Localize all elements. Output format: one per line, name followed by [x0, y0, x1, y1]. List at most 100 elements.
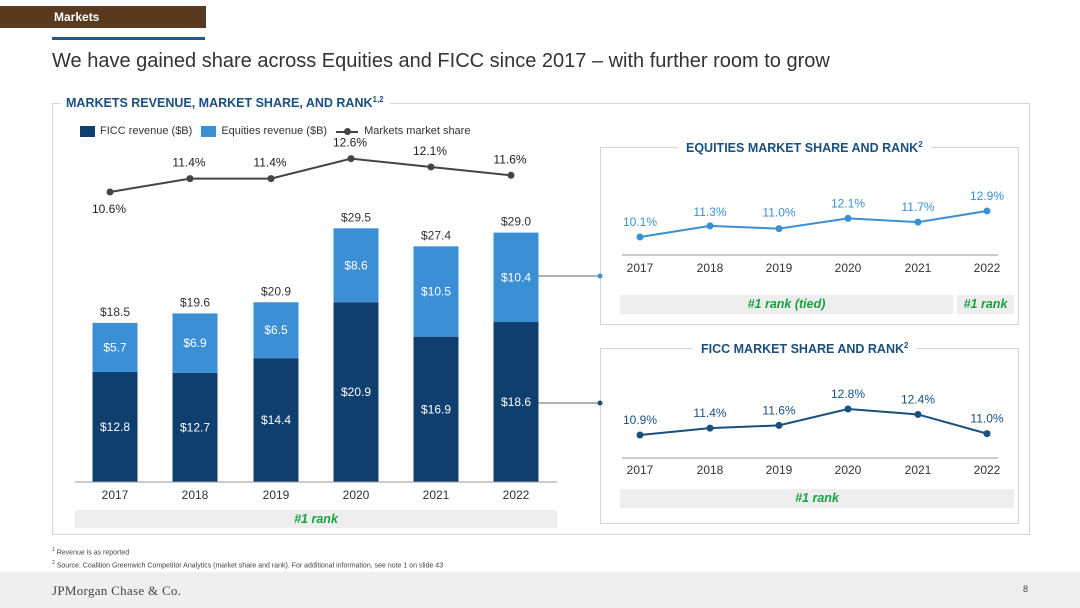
ficc-share-label: 12.8% — [831, 387, 865, 401]
legend-item-equities: Equities revenue ($B) — [201, 125, 327, 137]
markets-share-label: 11.4% — [172, 156, 205, 170]
ficc-x-tick-label: 2021 — [905, 463, 932, 477]
ficc-value-label: $18.6 — [501, 395, 531, 409]
ficc-x-tick-label: 2018 — [697, 463, 724, 477]
equities-share-label: 11.0% — [762, 206, 795, 220]
equities-share-label: 10.1% — [623, 215, 657, 229]
legend-item-ficc: FICC revenue ($B) — [80, 125, 192, 137]
equities-bar-2021 — [413, 246, 459, 337]
markets-share-label: 11.6% — [493, 152, 526, 166]
equities-share-point — [983, 207, 991, 215]
equities-panel-title: EQUITIES MARKET SHARE AND RANK2 — [678, 140, 931, 156]
ficc-share-point — [775, 421, 783, 429]
markets-share-label: 10.6% — [92, 202, 126, 216]
x-tick-label: 2017 — [102, 488, 129, 502]
page-number: 8 — [1022, 584, 1028, 594]
equities-share-label: 11.3% — [693, 205, 726, 219]
legend-item-market-share: Markets market share — [336, 125, 470, 137]
ficc-x-tick-label: 2019 — [766, 463, 793, 477]
markets-share-line — [109, 157, 512, 193]
x-tick-label: 2022 — [503, 488, 530, 502]
equities-bar-2017 — [92, 322, 138, 372]
markets-share-point — [347, 155, 355, 163]
legend-swatch-ficc — [80, 125, 95, 137]
equities-x-tick-label: 2017 — [627, 261, 654, 275]
equities-value-label: $10.4 — [501, 270, 531, 284]
ficc-panel-title: FICC MARKET SHARE AND RANK2 — [693, 341, 917, 357]
ficc-x-tick-label: 2020 — [835, 463, 862, 477]
equities-x-tick-label: 2022 — [974, 261, 1001, 275]
ficc-bar-2022 — [493, 322, 539, 482]
equities-share-point — [706, 222, 714, 230]
ficc-share-label: 11.0% — [970, 412, 1003, 426]
ficc-connector-dot — [597, 400, 603, 406]
equities-value-label: $10.5 — [421, 285, 451, 299]
section-rule — [52, 37, 205, 40]
markets-share-label: 11.4% — [253, 156, 286, 170]
equities-x-tick-label: 2020 — [835, 261, 862, 275]
ficc-value-label: $12.8 — [100, 420, 130, 434]
bar-total-label: $20.9 — [261, 284, 291, 298]
x-tick-label: 2021 — [423, 488, 450, 502]
x-tick-label: 2018 — [182, 488, 209, 502]
equities-value-label: $8.6 — [344, 258, 368, 272]
equities-bar-2022 — [493, 232, 539, 323]
equities-share-label: 12.9% — [970, 189, 1004, 203]
equities-connector-dot — [597, 273, 603, 279]
markets-rank: #1 rank — [75, 510, 557, 528]
equities-x-tick-label: 2018 — [697, 261, 724, 275]
ficc-value-label: $20.9 — [341, 385, 371, 399]
equities-share-point — [636, 233, 644, 241]
ficc-value-label: $12.7 — [180, 420, 210, 434]
ficc-bar-2020 — [333, 302, 379, 482]
ficc-share-label: 10.9% — [623, 413, 657, 427]
equities-value-label: $6.9 — [183, 336, 207, 350]
bar-total-label: $18.5 — [100, 305, 130, 319]
equities-rank: #1 rank — [957, 295, 1014, 314]
ficc-share-point — [844, 405, 852, 413]
equities-share-point — [844, 214, 852, 222]
footnote-1: 1 Revenue is as reported — [52, 547, 130, 557]
equities-x-tick-label: 2021 — [905, 261, 932, 275]
main-panel — [52, 103, 1030, 535]
section-tag: Markets — [0, 6, 206, 28]
markets-share-label: 12.6% — [333, 136, 367, 150]
ficc-share-label: 11.6% — [762, 403, 795, 417]
equities-value-label: $6.5 — [264, 323, 288, 337]
equities-share-line — [639, 209, 988, 238]
markets-share-point — [427, 163, 435, 171]
equities-bar-2019 — [253, 302, 299, 359]
ficc-rank: #1 rank — [620, 489, 1014, 508]
ficc-share-line — [639, 407, 988, 436]
ficc-bar-2018 — [172, 372, 218, 482]
markets-share-point — [267, 175, 275, 183]
equities-x-tick-label: 2019 — [766, 261, 793, 275]
page-title: We have gained share across Equities and… — [52, 50, 830, 72]
equities-share-point — [775, 225, 783, 233]
ficc-share-point — [636, 431, 644, 439]
main-panel-title: MARKETS REVENUE, MARKET SHARE, AND RANK1… — [60, 95, 390, 111]
ficc-value-label: $16.9 — [421, 402, 451, 416]
ficc-share-point — [706, 424, 714, 432]
equities-rank-tied: #1 rank (tied) — [620, 295, 953, 314]
bar-total-label: $19.6 — [180, 295, 210, 309]
equities-bar-2018 — [172, 313, 218, 373]
equities-value-label: $5.7 — [103, 340, 127, 354]
ficc-bar-2019 — [253, 358, 299, 482]
legend-swatch-equities — [201, 125, 217, 137]
equities-share-label: 11.7% — [901, 200, 934, 214]
ficc-x-tick-label: 2017 — [627, 463, 654, 477]
ficc-share-point — [983, 430, 991, 438]
footnote-2: 2 Source: Coalition Greenwich Competitor… — [52, 560, 444, 570]
x-tick-label: 2020 — [343, 488, 370, 502]
bar-total-label: $29.5 — [341, 210, 371, 224]
markets-share-point — [507, 171, 515, 179]
ficc-x-tick-label: 2022 — [974, 463, 1001, 477]
ficc-share-point — [914, 410, 922, 418]
bar-total-label: $27.4 — [421, 228, 451, 242]
equities-share-point — [914, 218, 922, 226]
markets-share-label: 12.1% — [413, 144, 447, 158]
chart-legend: FICC revenue ($B) Equities revenue ($B) … — [80, 125, 479, 137]
footer: JPMorgan Chase & Co. 8 — [0, 572, 1080, 608]
